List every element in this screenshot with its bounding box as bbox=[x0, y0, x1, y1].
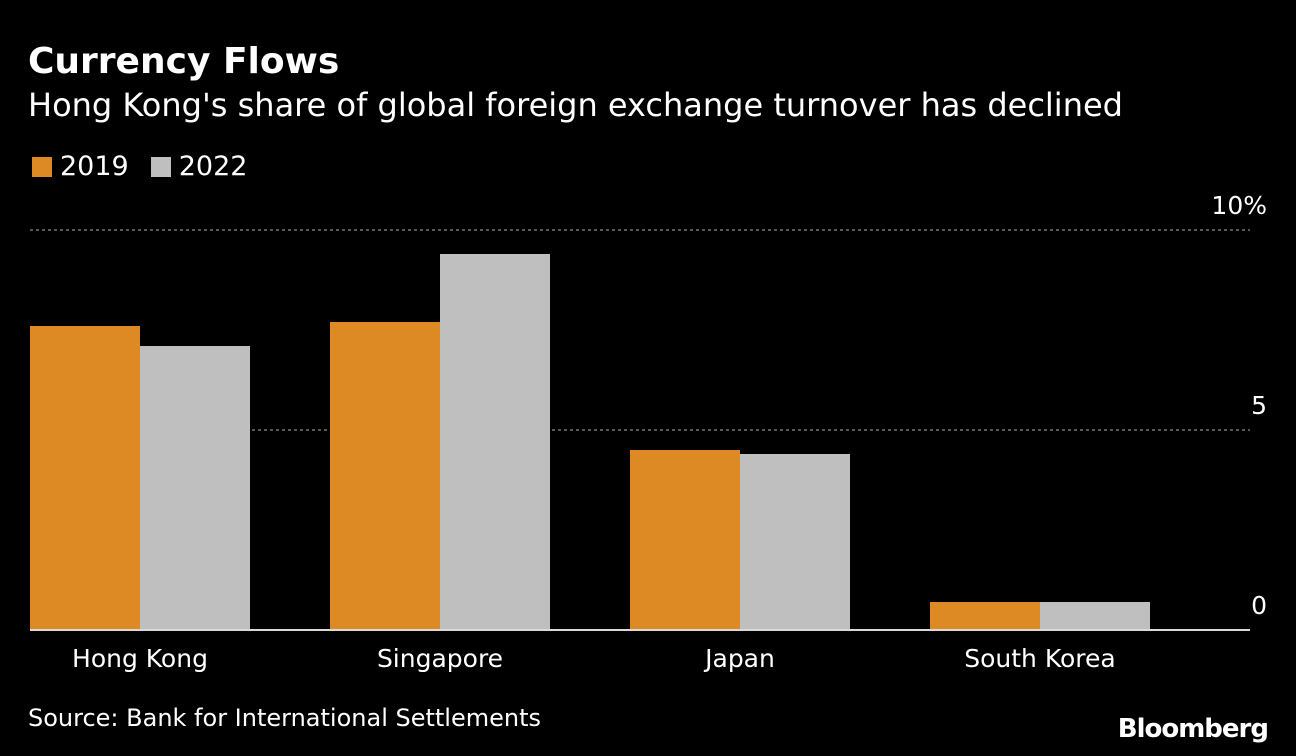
x-tick-label: Hong Kong bbox=[72, 644, 208, 673]
x-tick-label: Japan bbox=[703, 644, 775, 673]
bar-japan-2019 bbox=[630, 450, 740, 630]
bar-hong-kong-2022 bbox=[140, 346, 250, 630]
bar-south-korea-2022 bbox=[1040, 602, 1150, 630]
y-tick-label: 10% bbox=[1211, 191, 1267, 220]
source-note: Source: Bank for International Settlemen… bbox=[28, 704, 542, 732]
legend-item-2019: 2019 bbox=[32, 150, 129, 184]
legend-swatch-2019 bbox=[32, 157, 52, 177]
bar-singapore-2022 bbox=[440, 254, 550, 630]
y-tick-label: 0 bbox=[1251, 591, 1267, 620]
legend-item-2022: 2022 bbox=[150, 150, 248, 184]
bar-south-korea-2019 bbox=[930, 602, 1040, 630]
bloomberg-logo: Bloomberg bbox=[1117, 714, 1269, 744]
chart-subtitle: Hong Kong's share of global foreign exch… bbox=[28, 86, 1123, 124]
legend-swatch-2022 bbox=[150, 157, 171, 177]
y-tick-label: 5 bbox=[1251, 391, 1267, 420]
bar-hong-kong-2019 bbox=[30, 326, 140, 630]
legend: 2019 2022 bbox=[32, 150, 269, 184]
bar-singapore-2019 bbox=[330, 322, 440, 630]
legend-label-2019: 2019 bbox=[60, 151, 129, 182]
legend-label-2022: 2022 bbox=[178, 151, 248, 182]
bar-japan-2022 bbox=[740, 454, 850, 630]
chart-title: Currency Flows bbox=[28, 41, 340, 82]
x-tick-label: South Korea bbox=[964, 644, 1115, 673]
x-tick-label: Singapore bbox=[377, 644, 503, 673]
